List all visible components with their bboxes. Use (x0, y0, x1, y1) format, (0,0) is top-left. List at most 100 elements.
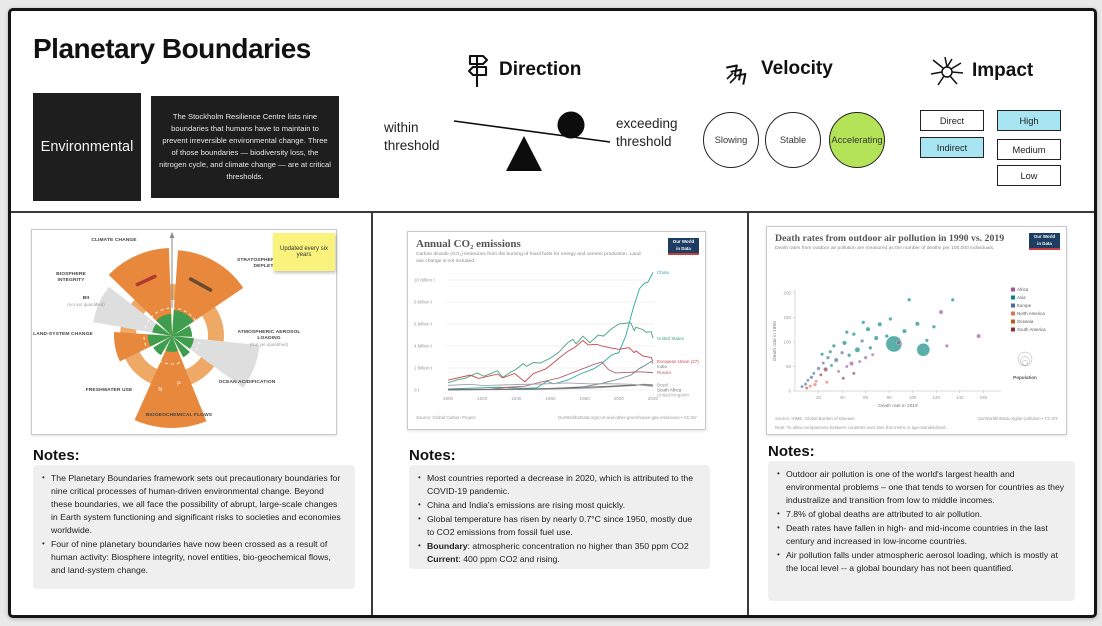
impact-label: Impact (972, 60, 1034, 81)
pollution-chart-note: Note: To allow comparisons between count… (775, 424, 947, 430)
co2-source-right: OurWorldInData.org/co2-and-other-greenho… (557, 414, 697, 420)
impact-option-high[interactable]: High (997, 110, 1061, 131)
velocity-option-accelerating[interactable]: Accelerating (829, 112, 885, 168)
svg-text:60: 60 (863, 395, 869, 400)
velocity-icon (726, 64, 747, 85)
sticky-note[interactable]: Updated every six years (273, 233, 335, 271)
svg-text:20: 20 (816, 395, 822, 400)
co2-chart-subtitle: Carbon dioxide (CO₂) emissions from the … (416, 252, 641, 264)
svg-text:4 billion t: 4 billion t (414, 343, 433, 348)
notes-box-1[interactable]: The Planetary Boundaries framework sets … (33, 465, 355, 589)
radial-boundary-label: ATMOSPHERIC AEROSOL LOADING (Not yet quan… (237, 330, 301, 348)
svg-text:50: 50 (786, 364, 792, 369)
svg-text:0 t: 0 t (414, 387, 420, 392)
svg-text:Death rate in 2019: Death rate in 2019 (878, 403, 918, 409)
svg-text:160: 160 (980, 395, 988, 400)
svg-text:United Kingdom: United Kingdom (657, 392, 689, 397)
svg-text:8 billion t: 8 billion t (414, 299, 433, 304)
seesaw-diagram (453, 111, 611, 171)
velocity-header: Velocity (724, 53, 833, 85)
svg-text:40: 40 (840, 395, 846, 400)
svg-text:0: 0 (788, 388, 791, 393)
signpost-icon (467, 54, 489, 87)
svg-text:Asia: Asia (1017, 295, 1026, 300)
description-text: The Stockholm Resilience Centre lists ni… (159, 111, 331, 182)
notes-box-3[interactable]: Outdoor air pollution is one of the worl… (768, 461, 1075, 601)
svg-text:United States: United States (657, 336, 685, 341)
impact-header: Impact (929, 53, 1033, 89)
svg-text:1900: 1900 (443, 396, 454, 401)
svg-text:1940: 1940 (511, 396, 522, 401)
svg-text:2020: 2020 (648, 396, 659, 401)
svg-text:South America: South America (1017, 327, 1046, 332)
svg-text:2000: 2000 (614, 396, 625, 401)
co2-source-left: Source: Global Carbon Project (416, 414, 476, 420)
velocity-option-label: Accelerating (831, 135, 883, 145)
svg-text:N: N (158, 387, 162, 393)
velocity-label: Velocity (761, 58, 833, 79)
owid-logo: Our World in Data (1029, 233, 1060, 250)
velocity-option-slowing[interactable]: Slowing (703, 112, 759, 168)
svg-text:P: P (177, 382, 181, 388)
co2-emissions-chart[interactable]: Annual CO₂ emissions Carbon dioxide (CO₂… (407, 231, 706, 430)
notes-list: Most countries reported a decrease in 20… (414, 472, 701, 566)
category-card[interactable]: Environmental (33, 93, 141, 201)
svg-text:Death rate in 1990: Death rate in 1990 (772, 321, 778, 361)
radial-boundary-label: CLIMATE CHANGE (91, 238, 137, 243)
svg-text:Russia: Russia (657, 370, 671, 375)
svg-text:120: 120 (932, 395, 940, 400)
notes-box-2[interactable]: Most countries reported a decrease in 20… (409, 465, 710, 569)
svg-text:Brazil: Brazil (657, 382, 668, 387)
impact-option-label: Low (1020, 170, 1038, 181)
svg-text:200: 200 (783, 290, 791, 295)
pollution-chart-subtitle: Death rates from outdoor air pollution a… (775, 246, 995, 251)
seesaw-left-label: within threshold (384, 120, 440, 154)
owid-logo-line1: Our World (1033, 234, 1056, 239)
notes-list: The Planetary Boundaries framework sets … (38, 472, 346, 577)
impact-option-indirect[interactable]: Indirect (920, 137, 984, 158)
svg-text:Oceania: Oceania (1017, 319, 1034, 324)
svg-text:Africa: Africa (1017, 287, 1029, 292)
category-label: Environmental (40, 139, 134, 155)
svg-text:China: China (657, 270, 669, 275)
header-divider (11, 211, 1094, 213)
svg-text:140: 140 (956, 395, 964, 400)
svg-text:India: India (657, 364, 667, 369)
svg-text:North America: North America (1017, 311, 1045, 316)
co2-chart-source: Source: Global Carbon Project OurWorldIn… (408, 415, 705, 424)
pollution-source-right: OurWorldInData.org/air-pollution • CC BY (977, 415, 1058, 421)
svg-text:100: 100 (909, 395, 917, 400)
radial-chart-svg: PN (93, 232, 260, 428)
notes-list: Outdoor air pollution is one of the worl… (773, 468, 1066, 575)
direction-header: Direction (464, 51, 581, 89)
impact-option-label: Direct (939, 115, 965, 126)
direction-label: Direction (499, 59, 582, 80)
velocity-option-label: Slowing (714, 135, 748, 145)
radial-boundary-label: BII (not yet quantified) (67, 296, 105, 308)
owid-logo-line2: in Data (676, 245, 691, 251)
svg-text:Europe: Europe (1017, 303, 1032, 308)
pollution-source-left: Source: IHME, Global Burden of Disease (775, 415, 855, 421)
co2-chart-svg: 0 t 2 billion t 4 billion t 6 billion t 8 bi… (414, 270, 699, 401)
svg-text:1980: 1980 (580, 396, 591, 401)
velocity-option-stable[interactable]: Stable (765, 112, 821, 168)
seesaw-right-label: exceeding threshold (616, 116, 678, 150)
column-divider-1 (371, 211, 373, 615)
radial-boundary-label: FRESHWATER USE (85, 388, 133, 393)
radial-boundary-label: LAND-SYSTEM CHANGE (33, 332, 93, 337)
sticky-note-text: Updated every six years (279, 246, 329, 258)
impact-option-direct[interactable]: Direct (920, 110, 984, 131)
radial-boundary-label: BIOSPHERE INTEGRITY (56, 272, 86, 284)
svg-text:1920: 1920 (477, 396, 488, 401)
page-title: Planetary Boundaries (33, 33, 311, 64)
owid-logo-line1: Our World (672, 239, 695, 244)
description-card[interactable]: The Stockholm Resilience Centre lists ni… (151, 96, 339, 198)
svg-text:European Union (27): European Union (27) (657, 359, 699, 364)
pollution-chart-header: Death rates from outdoor air pollution i… (767, 227, 1066, 253)
impact-option-medium[interactable]: Medium (997, 139, 1061, 160)
svg-text:150: 150 (783, 315, 791, 320)
air-pollution-chart[interactable]: Death rates from outdoor air pollution i… (766, 226, 1067, 435)
impact-option-low[interactable]: Low (997, 165, 1061, 186)
co2-chart-title: Annual CO₂ emissions (416, 238, 521, 250)
